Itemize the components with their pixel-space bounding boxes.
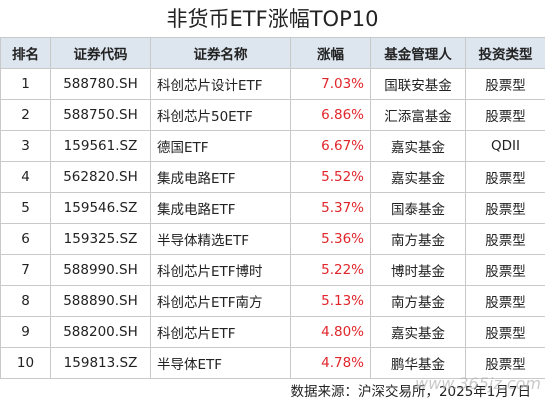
table-cell: 汇添富基金 [370,99,466,131]
header-cell: 涨幅 [290,37,371,69]
table-cell: 股票型 [465,161,545,193]
table-cell: 562820.SH [50,161,151,193]
source-note: 数据来源：沪深交易所，2025年1月7日 [290,384,531,400]
table-cell: 股票型 [465,223,545,255]
table-cell: 6.86% [290,99,371,131]
table-cell: 5.36% [290,223,371,255]
table-row: 10 159813.SZ 半导体ETF 4.78% 鹏华基金 股票型 [0,347,545,379]
table-row: 2 588750.SH 科创芯片50ETF 6.86% 汇添富基金 股票型 [0,99,545,131]
table-cell: 1 [0,68,51,100]
table: 排名 证券代码 证券名称 涨幅 基金管理人 投资类型 1 588780.SH 科创芯片设计ET… [0,37,545,379]
table-cell: 7.03% [290,68,371,100]
table-cell: 科创芯片ETF博时 [150,254,291,286]
watermark: www.365jz.com [415,374,541,393]
table-cell: 半导体精选ETF [150,223,291,255]
table-cell: 南方基金 [370,223,466,255]
table-cell: 159325.SZ [50,223,151,255]
header-cell: 证券代码 [50,37,151,69]
table-cell: 588890.SH [50,285,151,317]
table-cell: 德国ETF [150,130,291,162]
table-cell: 股票型 [465,192,545,224]
table-row: 3 159561.SZ 德国ETF 6.67% 嘉实基金 QDII [0,130,545,162]
table-cell: 国联安基金 [370,68,466,100]
table-row: 9 588200.SH 科创芯片ETF 4.80% 嘉实基金 股票型 [0,316,545,348]
table-cell: 科创芯片设计ETF [150,68,291,100]
table-cell: 5.22% [290,254,371,286]
header-cell: 基金管理人 [370,37,466,69]
table-cell: 集成电路ETF [150,161,291,193]
table-cell: 5.52% [290,161,371,193]
header-cell: 证券名称 [150,37,291,69]
table-row: 5 159546.SZ 集成电路ETF 5.37% 国泰基金 股票型 [0,192,545,224]
table-row: 8 588890.SH 科创芯片ETF南方 5.13% 南方基金 股票型 [0,285,545,317]
table-cell: 嘉实基金 [370,161,466,193]
table-cell: 5 [0,192,51,224]
table-cell: 股票型 [465,68,545,100]
header-row: 排名 证券代码 证券名称 涨幅 基金管理人 投资类型 [0,37,545,69]
header-cell: 排名 [0,37,51,69]
table-cell: 159546.SZ [50,192,151,224]
table-cell: 4 [0,161,51,193]
table-cell: 科创芯片ETF [150,316,291,348]
table-cell: 南方基金 [370,285,466,317]
table-cell: 4.80% [290,316,371,348]
table-cell: 股票型 [465,316,545,348]
table-cell: 8 [0,285,51,317]
table-cell: 588750.SH [50,99,151,131]
table-cell: 159561.SZ [50,130,151,162]
table-cell: 科创芯片ETF南方 [150,285,291,317]
table-cell: 159813.SZ [50,347,151,379]
table-cell: 半导体ETF [150,347,291,379]
table-cell: 博时基金 [370,254,466,286]
table-cell: 10 [0,347,51,379]
table-cell: 3 [0,130,51,162]
table-cell: 股票型 [465,99,545,131]
table-cell: 4.78% [290,347,371,379]
table-row: 7 588990.SH 科创芯片ETF博时 5.22% 博时基金 股票型 [0,254,545,286]
table-cell: 7 [0,254,51,286]
table-cell: 6 [0,223,51,255]
table-row: 4 562820.SH 集成电路ETF 5.52% 嘉实基金 股票型 [0,161,545,193]
table-cell: 股票型 [465,285,545,317]
table-cell: 嘉实基金 [370,316,466,348]
table-row: 6 159325.SZ 半导体精选ETF 5.36% 南方基金 股票型 [0,223,545,255]
table-cell: 科创芯片50ETF [150,99,291,131]
table-cell: 股票型 [465,254,545,286]
header-cell: 投资类型 [465,37,545,69]
table-cell: 集成电路ETF [150,192,291,224]
table-cell: 588780.SH [50,68,151,100]
table-cell: 588200.SH [50,316,151,348]
table-row: 1 588780.SH 科创芯片设计ETF 7.03% 国联安基金 股票型 [0,68,545,100]
table-cell: 588990.SH [50,254,151,286]
table-cell: QDII [465,130,545,162]
table-cell: 5.13% [290,285,371,317]
table-cell: 9 [0,316,51,348]
table-body: 1 588780.SH 科创芯片设计ETF 7.03% 国联安基金 股票型 2 588750.… [0,68,545,379]
table-cell: 2 [0,99,51,131]
table-cell: 5.37% [290,192,371,224]
table-cell: 6.67% [290,130,371,162]
title: 非货币ETF涨幅TOP10 [166,7,379,31]
table-cell: 嘉实基金 [370,130,466,162]
table-cell: 国泰基金 [370,192,466,224]
